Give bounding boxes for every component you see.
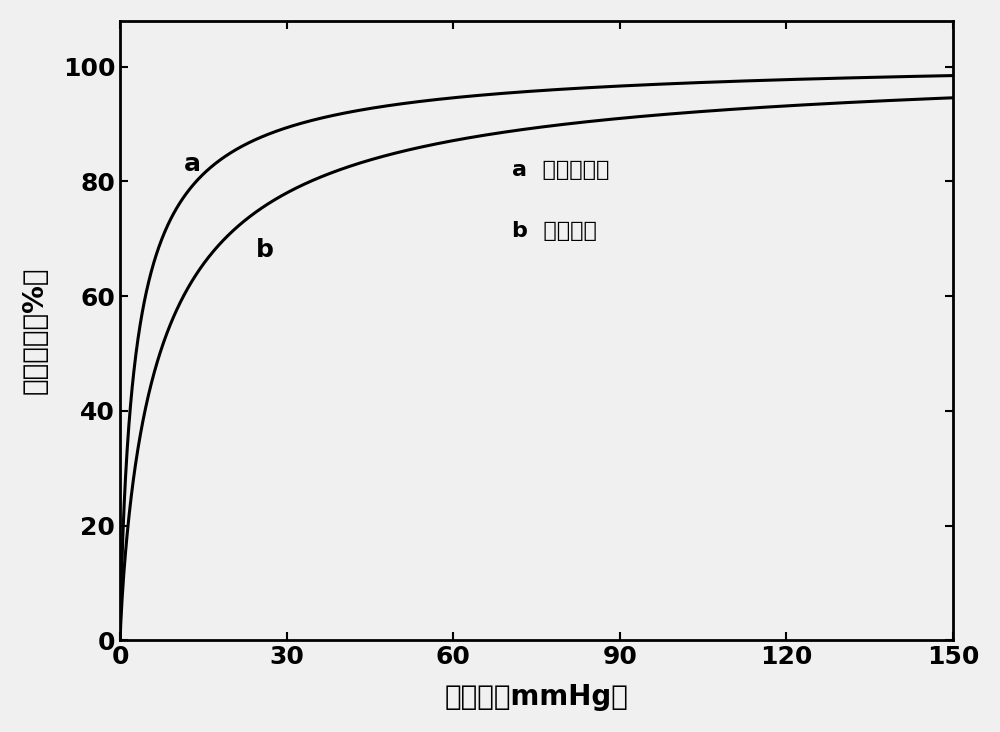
Text: b  封闭巡基: b 封闭巡基 — [512, 222, 596, 242]
Text: a  未封闭巡基: a 未封闭巡基 — [512, 160, 609, 179]
Text: b: b — [256, 239, 273, 262]
X-axis label: 氧分压（mmHg）: 氧分压（mmHg） — [445, 683, 628, 712]
Text: a: a — [184, 152, 201, 176]
Y-axis label: 氧饱和度（%）: 氧饱和度（%） — [21, 267, 49, 395]
